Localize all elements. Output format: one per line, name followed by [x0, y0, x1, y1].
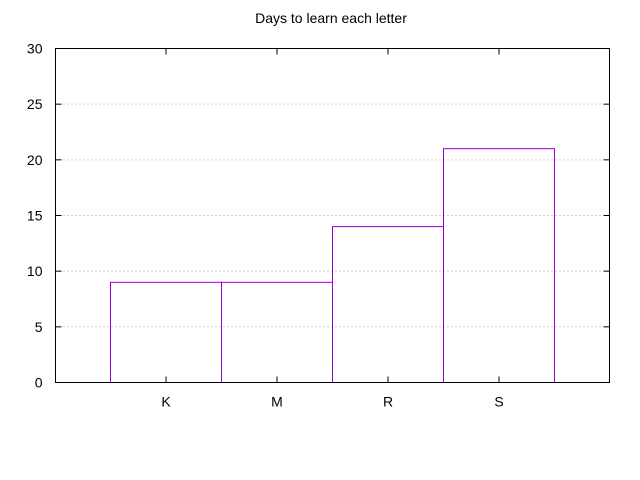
x-tick-label: K — [161, 394, 171, 410]
y-tick-label: 10 — [27, 263, 43, 279]
bar-m — [221, 281, 333, 383]
chart-title: Days to learn each letter — [255, 10, 407, 26]
bars — [110, 148, 555, 383]
y-tick-label: 20 — [27, 152, 43, 168]
y-tick-label: 15 — [27, 208, 43, 224]
bar-k — [110, 281, 222, 383]
x-tick-label: M — [271, 394, 283, 410]
bar-s — [443, 148, 555, 383]
x-tick-label: S — [494, 394, 503, 410]
y-tick-label: 5 — [35, 319, 43, 335]
y-tick-label: 30 — [27, 41, 43, 57]
bar-r — [332, 226, 444, 383]
y-axis-ticks: 0 5 10 15 20 25 30 — [27, 41, 610, 391]
y-tick-label: 25 — [27, 96, 43, 112]
x-tick-label: R — [383, 394, 393, 410]
y-tick-label: 0 — [35, 375, 43, 391]
